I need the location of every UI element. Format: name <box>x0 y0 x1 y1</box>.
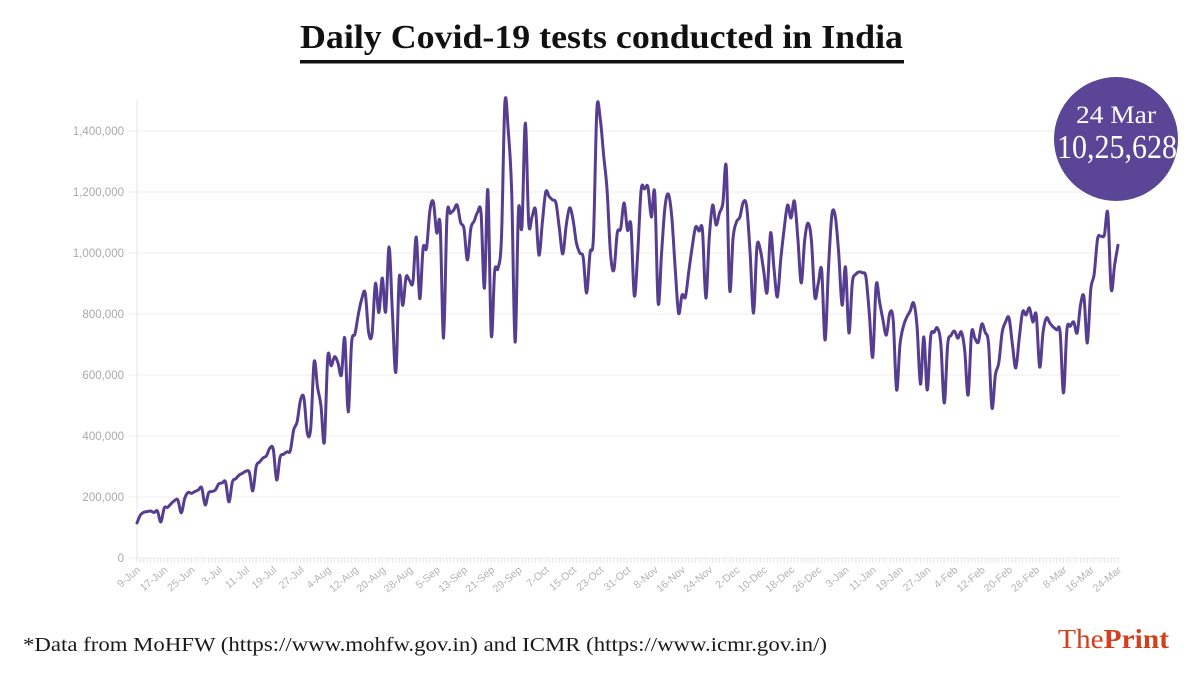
x-tick-label: 18-Dec <box>763 564 797 595</box>
x-tick-label: 12-Feb <box>954 564 987 595</box>
annotation-value: 10,25,628 <box>1057 129 1177 166</box>
y-tick-label: 600,000 <box>82 370 124 382</box>
x-tick-label: 3-Jul <box>200 564 225 588</box>
chart-title: Daily Covid-19 tests conducted in India <box>300 19 903 56</box>
x-tick-label: 23-Oct <box>574 564 606 594</box>
source-note: *Data from MoHFW (https://www.mohfw.gov.… <box>23 634 827 656</box>
y-tick-label: 1,400,000 <box>73 126 124 138</box>
x-tick-label: 26-Dec <box>791 564 825 595</box>
theprint-logo: The Print <box>1058 624 1169 654</box>
x-tick-label: 27-Jul <box>277 564 307 592</box>
y-tick-label: 1,200,000 <box>73 187 124 199</box>
y-tick-label: 0 <box>118 553 124 565</box>
annotation-circle <box>1054 77 1178 201</box>
x-tick-label: 13-Sep <box>436 564 470 595</box>
x-tick-label: 20-Aug <box>355 564 389 595</box>
x-tick-label: 19-Jan <box>874 564 906 594</box>
x-tick-label: 25-Jun <box>165 564 197 594</box>
x-tick-label: 10-Dec <box>736 564 770 595</box>
x-tick-label: 19-Jul <box>250 564 280 592</box>
y-tick-label: 800,000 <box>82 309 124 321</box>
y-axis: 0 200,000 400,000 600,000 800,000 1,000,000 1,… <box>73 126 124 565</box>
latest-value-annotation: 24 Mar 10,25,628 <box>1054 77 1178 201</box>
x-tick-label: 11-Jan <box>847 564 879 593</box>
y-tick-label: 200,000 <box>82 492 124 504</box>
x-tick-label: 11-Jul <box>223 564 252 591</box>
annotation-date: 24 Mar <box>1076 102 1157 129</box>
logo-print: Print <box>1104 624 1169 654</box>
x-tick-label: 31-Oct <box>602 564 634 594</box>
x-tick-label: 21-Sep <box>464 564 498 595</box>
x-tick-label: 29-Sep <box>491 564 525 595</box>
x-tick-label: 28-Feb <box>1009 564 1042 595</box>
x-tick-label: 20-Feb <box>982 564 1015 595</box>
logo-the: The <box>1058 624 1104 654</box>
x-tick-label: 16-Mar <box>1063 564 1097 595</box>
x-tick-label: 27-Jan <box>901 564 933 594</box>
x-tick-label: 24-Mar <box>1091 564 1125 595</box>
x-tick-label: 28-Aug <box>382 564 416 595</box>
title-underline <box>300 60 904 64</box>
y-tick-label: 1,000,000 <box>73 248 124 260</box>
x-tick-label: 16-Nov <box>654 564 688 595</box>
x-tick-label: 3-Jan <box>824 564 852 590</box>
data-line-daily-tests <box>135 96 1120 525</box>
y-tick-label: 400,000 <box>82 431 124 443</box>
x-tick-label: 12-Aug <box>327 564 361 595</box>
x-tick-label: 17-Jun <box>138 564 170 594</box>
x-tick-label: 15-Oct <box>547 564 579 594</box>
x-tick-label: 24-Nov <box>682 564 716 595</box>
